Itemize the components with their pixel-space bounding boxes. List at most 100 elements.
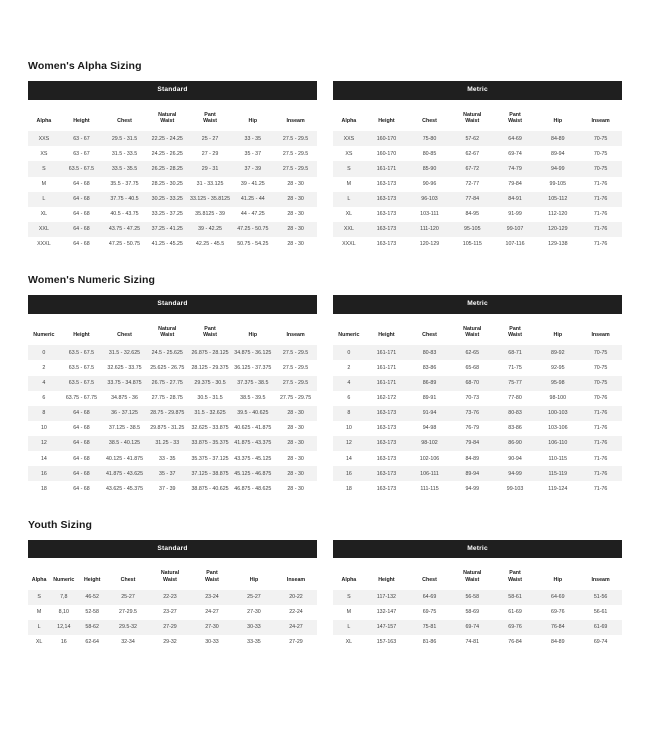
measurement-cell: 89-94 [450,466,494,482]
measurement-cell: 27-29.5 [107,604,149,620]
measurement-cell: 28.75 - 29.875 [145,405,189,421]
measurement-cell: 71-76 [579,176,622,192]
sizing-table: Alpha Height Chest Natural Waist Pant Waist H… [333,109,622,253]
measurement-cell: 70-75 [579,345,622,361]
measurement-cell: 64 - 68 [59,176,104,192]
measurement-cell: 70-76 [579,390,622,406]
table-row: 10 64 - 68 37.125 - 38.5 29.875 - 31.25 32.6… [28,420,317,436]
measurement-cell: 70-75 [579,375,622,391]
measurement-cell: 67-72 [450,161,494,177]
sizing-table: Alpha Numeric Height Chest Natural Waist Pant… [28,567,317,651]
size-label-cell: L [28,619,51,635]
table-row: 8 163-173 91-94 73-76 80-83 100-103 71-76 [333,405,622,421]
table-row: 16 64 - 68 41.875 - 43.625 35 - 37 37.125 - … [28,466,317,482]
measurement-cell: 41.25 - 45.25 [145,237,189,253]
measurement-cell: 27.5 - 29.5 [274,345,317,361]
column-header: Height [73,332,90,339]
measurement-cell: 70-75 [579,146,622,162]
size-label-cell: 12 [28,436,60,452]
measurement-cell: 27.5 - 29.5 [274,375,317,391]
section-title: Youth Sizing [28,518,92,531]
measurement-cell: 27.5 - 29.5 [274,161,317,177]
measurement-cell: 57-62 [450,131,494,147]
section-title: Women's Numeric Sizing [28,274,156,287]
measurement-cell: 33.875 - 35.375 [188,436,232,452]
measurement-cell: 27.75 - 28.75 [145,390,189,406]
measurement-cell: 39 - 41.25 [231,176,275,192]
measurement-cell: 98-100 [536,390,580,406]
measurement-cell: 69-74 [493,146,537,162]
measurement-cell: 64 - 68 [59,221,104,237]
measurement-cell: 62-65 [450,345,494,361]
measurement-cell: 99-103 [493,481,537,497]
column-header: Height [73,118,90,125]
measurement-cell: 34.875 - 36 [103,390,146,406]
size-label-cell: M [333,176,365,192]
measurement-cell: 25-27 [232,589,275,605]
measurement-cell: 35 - 37 [145,466,189,482]
measurement-cell: 68-71 [493,345,537,361]
measurement-cell: 29.375 - 30.5 [188,375,232,391]
measurement-cell: 73-76 [450,405,494,421]
table-row: 6 162-172 89-91 70-73 77-80 98-100 70-76 [333,390,622,406]
measurement-cell: 74-79 [493,161,537,177]
measurement-cell: 62-67 [450,146,494,162]
measurement-cell: 72-77 [450,176,494,192]
column-header: Natural Waist [463,325,482,339]
size-label-cell: 10 [28,420,60,436]
measurement-cell: 64 - 68 [59,206,104,222]
measurement-cell: 43.625 - 45.375 [103,481,146,497]
measurement-cell: 26.875 - 28.125 [188,345,232,361]
column-header: Numeric [33,332,55,339]
measurement-cell: 84-89 [536,131,580,147]
measurement-cell: 89-91 [408,390,451,406]
measurement-cell: 28 - 30 [274,405,317,421]
measurement-cell: 35.375 - 37.125 [188,451,232,467]
measurement-cell: 37.75 - 40.5 [103,191,146,207]
measurement-cell: 42.25 - 45.5 [188,237,232,253]
measurement-cell: 33.5 - 35.5 [103,161,146,177]
measurement-cell: 76-79 [450,420,494,436]
table-banner: Metric [333,539,622,559]
column-header: Inseam [286,118,305,125]
measurement-cell: 58-62 [77,619,108,635]
measurement-cell: 106-111 [408,466,451,482]
measurement-cell: 63 - 67 [59,131,104,147]
measurement-cell: 25.625 - 26.75 [145,360,189,376]
measurement-cell: 84-89 [450,451,494,467]
measurement-cell: 37 - 39 [231,161,275,177]
measurement-cell: 70-75 [579,131,622,147]
table-header-row: Alpha Numeric Height Chest Natural Waist Pant… [28,567,317,590]
measurement-cell: 40.5 - 43.75 [103,206,146,222]
measurement-cell: 25 - 27 [188,131,232,147]
measurement-cell: 12,14 [50,619,78,635]
measurement-cell: 68-70 [450,375,494,391]
measurement-cell: 90-96 [408,176,451,192]
measurement-cell: 86-89 [408,375,451,391]
measurement-cell: 163-173 [364,237,409,253]
size-label-cell: XXS [28,131,60,147]
table-row: XXXL 163-173 120-129 105-115 107-116 129-138 7… [333,237,622,253]
measurement-cell: 71-76 [579,436,622,452]
sizing-table-wrapper: Metric Alpha Height Chest Natural Waist Pant … [333,539,622,651]
size-label-cell: XL [28,206,60,222]
measurement-cell: 163-173 [364,481,409,497]
table-row: XL 16 62-64 32-34 29-32 30-33 33-35 27-29 [28,635,317,651]
measurement-cell: 79-84 [493,176,537,192]
size-label-cell: 16 [28,466,60,482]
table-row: 10 163-173 94-98 76-79 83-86 103-106 71-76 [333,420,622,436]
size-label-cell: 4 [28,375,60,391]
measurement-cell: 32.625 - 33.875 [188,420,232,436]
measurement-cell: 33.75 - 34.875 [103,375,146,391]
size-label-cell: 16 [333,466,365,482]
measurement-cell: 163-173 [364,191,409,207]
size-label-cell: XL [333,206,365,222]
table-banner: Standard [28,539,317,559]
measurement-cell: 63.5 - 67.5 [59,360,104,376]
size-label-cell: XXS [333,131,365,147]
measurement-cell: 25-27 [107,589,149,605]
measurement-cell: 102-106 [408,451,451,467]
size-label-cell: M [28,176,60,192]
table-row: M 163-173 90-96 72-77 79-84 99-105 71-76 [333,176,622,192]
measurement-cell: 80-83 [408,345,451,361]
